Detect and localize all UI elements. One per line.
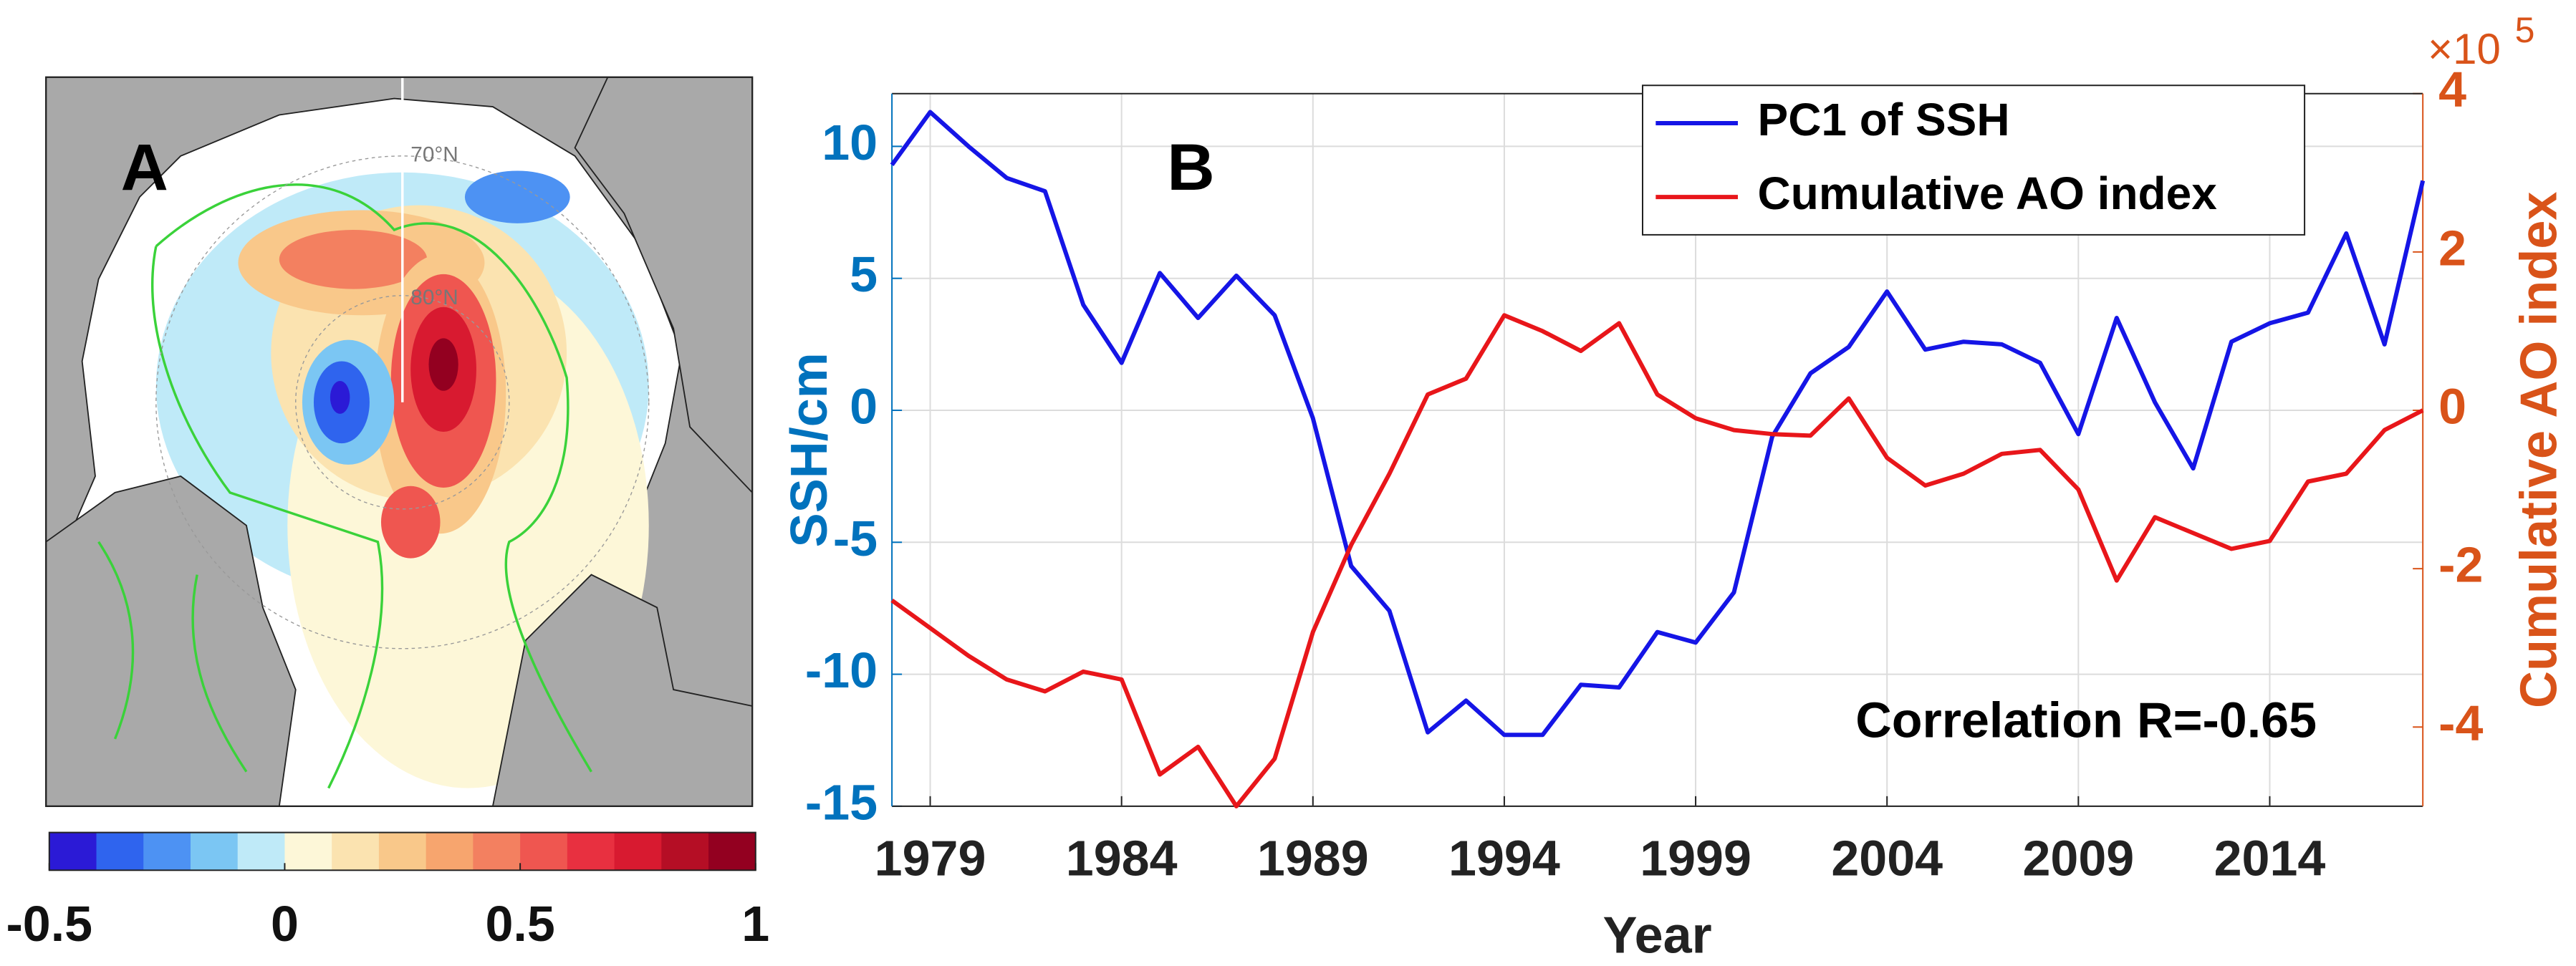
latitude-circle	[295, 295, 510, 510]
map-body	[46, 77, 753, 806]
panel-label: A	[121, 131, 168, 204]
x-tick-label: 2004	[1831, 830, 1943, 886]
series-line	[890, 313, 2424, 808]
y-axis-label: SSH/cm	[781, 352, 838, 547]
field	[428, 338, 458, 391]
colorbar-bin	[96, 832, 144, 871]
y2-tick-label: -2	[2438, 537, 2483, 593]
colorbar-bin	[143, 832, 191, 871]
y2-exponent-power: 5	[2515, 10, 2535, 50]
x-tick-label: 1984	[1066, 830, 1178, 886]
map-panel: 70°N 80°N A	[45, 76, 754, 808]
y2-tick-label: -4	[2438, 695, 2483, 751]
annotation: Correlation R=-0.65	[1855, 692, 2317, 748]
y2-axis-label: Cumulative AO index	[2511, 192, 2568, 708]
colorbar-bin	[426, 832, 474, 871]
legend-label: Cumulative AO index	[1758, 168, 2218, 219]
y2-tick-label: 0	[2438, 378, 2466, 434]
lat-label: 70°N	[410, 143, 458, 167]
colorbar-bin	[567, 832, 615, 871]
y-tick-label: 0	[850, 378, 878, 434]
colorbar-bin	[520, 832, 568, 871]
colorbar-frame	[48, 831, 756, 871]
field	[464, 170, 570, 223]
panel-label: B	[1167, 131, 1214, 204]
colorbar-tick-label: 1	[741, 896, 769, 952]
y-tick-label: -5	[833, 511, 878, 566]
x-tick-label: 2014	[2214, 830, 2326, 886]
colorbar-bin	[49, 832, 97, 871]
y-tick-label: 5	[850, 246, 878, 302]
y2-tick-label: 2	[2438, 220, 2466, 276]
x-tick-label: 2009	[2022, 830, 2134, 886]
colorbar-bin	[332, 832, 380, 871]
colorbar-bin	[614, 832, 662, 871]
legend-label: PC1 of SSH	[1758, 94, 2010, 145]
colorbar-tick-label: 0	[271, 896, 299, 952]
lat-label: 80°N	[410, 286, 458, 309]
map-frame	[45, 76, 754, 808]
colorbar-bin	[708, 832, 756, 871]
colorbar-bin	[237, 832, 285, 871]
x-tick-label: 1979	[875, 830, 986, 886]
land	[491, 574, 753, 806]
shelf-contour	[97, 183, 592, 789]
series-line	[890, 110, 2426, 738]
field	[330, 380, 350, 414]
x-tick-label: 1994	[1448, 830, 1560, 886]
field	[380, 486, 441, 559]
colorbar-bin	[473, 832, 521, 871]
colorbar-tick-label: 0.5	[485, 896, 554, 952]
y-tick-label: 10	[822, 115, 878, 170]
y-tick-label: -15	[805, 774, 878, 830]
legend-box	[1642, 84, 2306, 236]
field	[279, 230, 428, 289]
y2-exponent-base: ×10	[2428, 25, 2501, 73]
x-axis-label: Year	[1603, 907, 1712, 965]
colorbar-bin	[661, 832, 709, 871]
y-tick-label: -10	[805, 642, 878, 698]
y2-tick-label: 4	[2438, 62, 2466, 117]
x-tick-label: 1989	[1257, 830, 1369, 886]
land	[574, 77, 753, 494]
colorbar-bin	[284, 832, 332, 871]
colorbar-bin	[378, 832, 427, 871]
x-tick-label: 1999	[1640, 830, 1751, 886]
colorbar-tick-label: -0.5	[6, 896, 92, 952]
colorbar-bin	[190, 832, 239, 871]
